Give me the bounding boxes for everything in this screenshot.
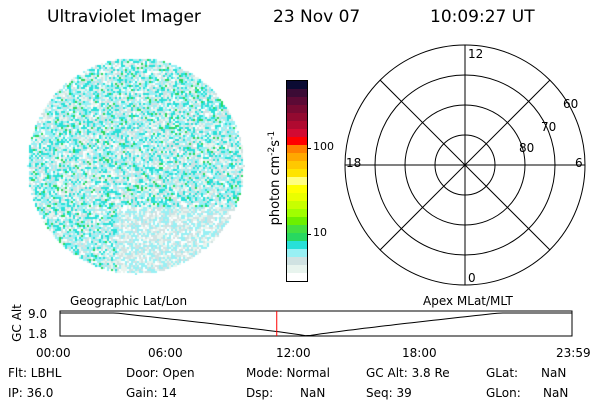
ring-label-60: 60 — [563, 97, 578, 111]
gain: Gain: 14 — [126, 386, 177, 400]
altitude-curve — [60, 313, 572, 336]
dsp-label: Dsp: — [246, 386, 273, 400]
filter: Flt: LBHL — [8, 366, 61, 380]
glon-value: NaN — [543, 386, 568, 400]
uvi-display: Ultraviolet Imager 23 Nov 07 10:09:27 UT… — [0, 0, 600, 400]
glat-label: GLat: — [486, 366, 518, 380]
seq: Seq: 39 — [366, 386, 412, 400]
polar-label-0: 0 — [468, 271, 476, 285]
polar-label-18: 18 — [346, 156, 361, 170]
mode: Mode: Normal — [246, 366, 330, 380]
dsp-value: NaN — [300, 386, 325, 400]
xtick-0: 00:00 — [36, 346, 71, 360]
polar-label-12: 12 — [468, 47, 483, 61]
polar-grid — [0, 0, 600, 300]
xtick-4: 23:59 — [556, 346, 591, 360]
timeline-frame — [60, 311, 572, 336]
glat-value: NaN — [541, 366, 566, 380]
door: Door: Open — [126, 366, 195, 380]
xtick-3: 18:00 — [402, 346, 437, 360]
gc-alt: GC Alt: 3.8 Re — [366, 366, 450, 380]
ring-label-70: 70 — [541, 120, 556, 134]
altitude-timeline — [0, 305, 600, 345]
xtick-1: 06:00 — [148, 346, 183, 360]
polar-label-6: 6 — [575, 156, 583, 170]
ip: IP: 36.0 — [8, 386, 53, 400]
ring-label-80: 80 — [519, 141, 534, 155]
xtick-2: 12:00 — [276, 346, 311, 360]
glon-label: GLon: — [486, 386, 521, 400]
